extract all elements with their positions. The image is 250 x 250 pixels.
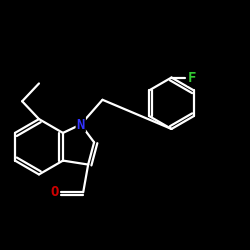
Text: F: F: [188, 70, 196, 85]
Text: O: O: [50, 185, 59, 199]
Text: N: N: [76, 118, 85, 132]
